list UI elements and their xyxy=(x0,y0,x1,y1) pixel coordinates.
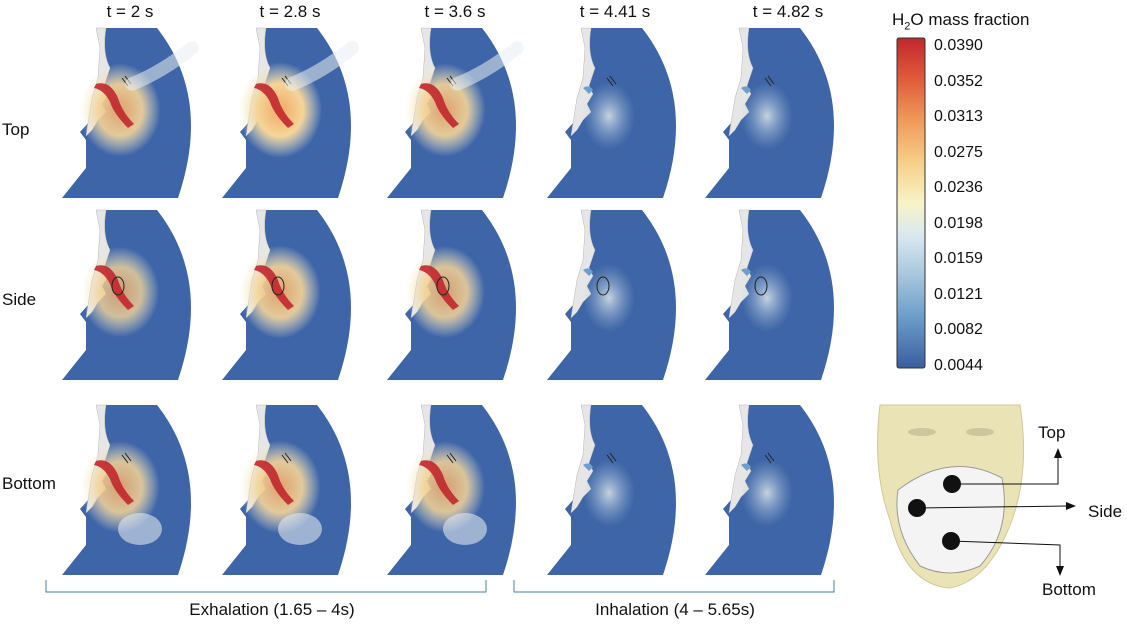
colorbar-tick: 0.0159 xyxy=(934,250,983,267)
arrow-top-head xyxy=(1054,448,1062,458)
escape-plume xyxy=(443,513,487,545)
colorbar-tick: 0.0313 xyxy=(934,108,983,125)
panel-r1-c5 xyxy=(705,27,834,198)
arrow-side-head xyxy=(1066,502,1076,510)
jet-cool xyxy=(583,86,593,94)
row-label-side: Side xyxy=(2,290,37,309)
panel-r2-c5 xyxy=(705,209,834,380)
panel-r1-c2 xyxy=(222,27,359,198)
jet-hot xyxy=(94,460,134,505)
col-title-4: t = 4.41 s xyxy=(579,2,651,21)
plume-cool xyxy=(583,459,635,527)
mask-hole-outline xyxy=(111,276,125,296)
row-label-top: Top xyxy=(2,120,30,139)
colorbar-tick: 0.0044 xyxy=(934,356,983,374)
colorbar-tick: 0.0352 xyxy=(934,72,983,90)
panel-r3-c2 xyxy=(222,404,351,575)
jet-hot xyxy=(94,83,134,128)
plume-cool xyxy=(583,82,635,150)
mask-hole-outline xyxy=(754,276,768,296)
jet-hot xyxy=(419,460,459,505)
mask-hole-marker xyxy=(121,452,132,464)
jet-hot xyxy=(419,83,459,128)
panel-r2-c4 xyxy=(547,209,676,380)
plume-cool xyxy=(741,82,793,150)
mask-illustration xyxy=(877,404,1076,589)
colorbar-tick: 0.0390 xyxy=(934,37,983,54)
bracket-inhalation xyxy=(513,580,835,593)
mask-hole-marker xyxy=(606,452,617,464)
mask-label-side: Side xyxy=(1088,502,1123,521)
escape-plume xyxy=(125,41,199,91)
jet-cool xyxy=(741,268,751,276)
bracket-exhalation xyxy=(45,580,487,593)
mask-hole-outline xyxy=(271,276,285,296)
colorbar-title-sub: 2 xyxy=(904,20,911,33)
panel-r3-c3 xyxy=(387,404,516,575)
panel-r3-c1 xyxy=(62,404,191,575)
panel-r1-c1 xyxy=(62,27,199,198)
arrow-top xyxy=(952,452,1059,485)
col-title-5: t = 4.82 s xyxy=(752,2,824,21)
panel-r2-c2 xyxy=(222,209,351,380)
row-label-bottom: Bottom xyxy=(2,474,56,493)
jet-cool xyxy=(583,268,593,276)
colorbar-tick: 0.0236 xyxy=(934,179,983,196)
eye-right xyxy=(966,428,994,436)
mask-hole-marker xyxy=(446,452,457,464)
panel-r1-c4 xyxy=(547,27,676,198)
mask-hole-marker xyxy=(281,452,292,464)
plume-cool xyxy=(741,459,793,527)
colorbar-title-rest: O mass fraction xyxy=(910,10,1030,29)
eye-left xyxy=(908,428,936,436)
colorbar-tick: 0.0121 xyxy=(934,285,983,303)
jet-hot xyxy=(419,265,459,310)
jet-cool xyxy=(583,463,593,471)
escape-plume xyxy=(450,41,524,91)
jet-hot xyxy=(254,83,294,128)
phase-exhalation: Exhalation (1.65 – 4s) xyxy=(189,600,355,619)
escape-plume xyxy=(118,513,162,545)
jet-hot xyxy=(254,265,294,310)
escape-plume xyxy=(278,513,322,545)
mask-hole-outline xyxy=(436,276,450,296)
panel-r3-c4 xyxy=(547,404,676,575)
mask-hole-marker xyxy=(764,452,775,464)
jet-hot xyxy=(254,460,294,505)
arrow-side xyxy=(916,505,1069,509)
col-title-3: t = 3.6 s xyxy=(424,2,486,21)
mask-shell xyxy=(896,466,1005,574)
colorbar-tick: 0.0275 xyxy=(934,143,983,161)
mask-hole-marker xyxy=(606,75,617,87)
panel-r2-c1 xyxy=(62,209,191,380)
jet-hot xyxy=(94,265,134,310)
arrow-bottom-head xyxy=(1056,566,1064,576)
escape-plume xyxy=(285,41,359,91)
col-title-1: t = 2 s xyxy=(106,2,154,21)
arrow-bottom xyxy=(950,540,1061,570)
mask-hole-outline xyxy=(596,276,610,296)
colorbar-tick: 0.0198 xyxy=(934,214,983,232)
plume-cool xyxy=(741,264,793,332)
plume-cool xyxy=(583,264,635,332)
panel-r1-c3 xyxy=(387,27,524,198)
panel-r2-c3 xyxy=(387,209,516,380)
colorbar-title-main: H xyxy=(892,10,905,29)
panel-r3-c5 xyxy=(705,404,834,575)
mask-hole-marker xyxy=(764,75,775,87)
col-title-2: t = 2.8 s xyxy=(259,2,321,21)
colorbar-tick: 0.0082 xyxy=(934,321,983,338)
colorbar-title: H2O mass fraction xyxy=(892,10,1029,32)
mask-label-top: Top xyxy=(1038,423,1066,442)
jet-cool xyxy=(741,86,751,94)
mask-label-bottom: Bottom xyxy=(1042,580,1096,599)
colorbar xyxy=(896,37,926,369)
phase-inhalation: Inhalation (4 – 5.65s) xyxy=(595,600,755,619)
jet-cool xyxy=(741,463,751,471)
